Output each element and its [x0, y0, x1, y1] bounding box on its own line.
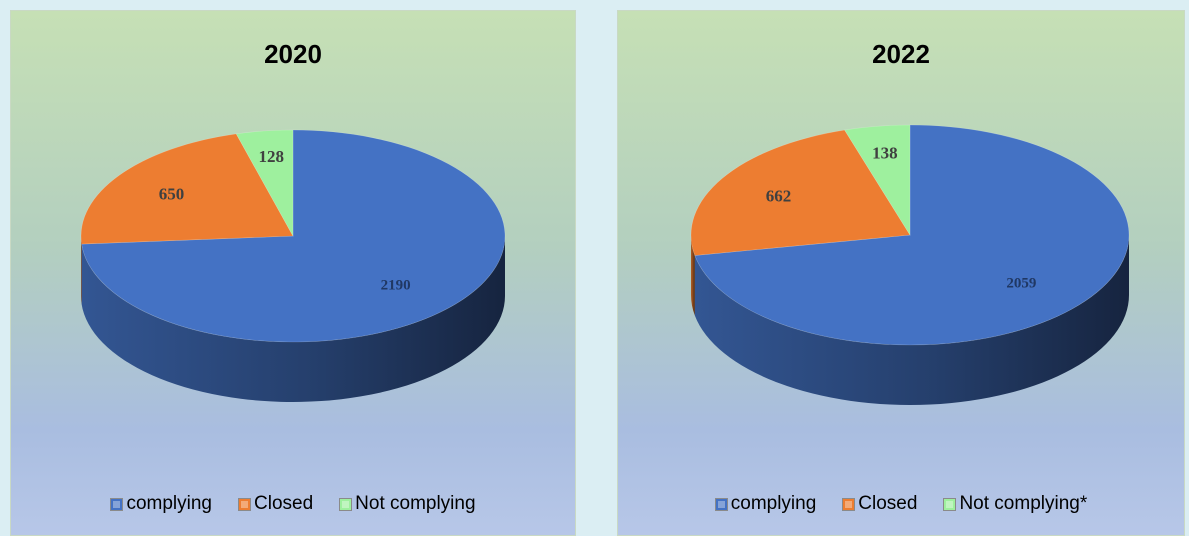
pie-side-0 [694, 235, 1129, 405]
chart-title: 2022 [872, 39, 930, 69]
data-label: 138 [872, 143, 898, 162]
legend-label: Closed [254, 493, 314, 514]
data-label: 650 [159, 184, 185, 203]
pie-slice-not-complying [235, 129, 294, 238]
legend-swatch-complying [714, 497, 728, 511]
legend-label: Closed [858, 493, 918, 514]
legend-swatch-closed [238, 497, 251, 511]
pie-side-walls [81, 236, 506, 403]
legend-swatch-complying [110, 497, 124, 511]
legend: complying Closed Not complying* [618, 493, 1184, 515]
data-label: 662 [766, 186, 792, 205]
pie-side-1 [81, 236, 82, 305]
data-label: 2059 [1006, 275, 1036, 291]
pie-side-walls [691, 235, 1129, 405]
pie-side-1 [691, 235, 695, 316]
legend-label: complying [730, 493, 817, 514]
pie-chart: 2190 650 128 [80, 129, 506, 403]
data-label: 128 [258, 147, 284, 166]
legend-item-closed: Closed [238, 493, 313, 515]
chart-title: 2020 [264, 39, 322, 69]
legend-item-not-complying: Not complying [339, 493, 476, 515]
pie-slice-complying [81, 129, 506, 343]
chart-panel-2020: 2020 2190 650 128 complying Closed Not com… [10, 10, 576, 536]
legend-item-closed: Closed [842, 493, 917, 515]
legend-item-not-complying: Not complying* [943, 493, 1087, 515]
legend-swatch-not-complying [943, 497, 957, 511]
legend-item-complying: complying [110, 493, 212, 515]
chart-panel-2022: 2022 2059 662 138 complying Closed Not com… [617, 10, 1185, 536]
legend-label: complying [126, 493, 212, 514]
pie-side-0 [81, 236, 506, 403]
data-label: 2190 [381, 278, 411, 294]
legend-swatch-closed [842, 497, 856, 511]
pie-slice-complying [694, 124, 1130, 346]
legend-swatch-not-complying [339, 497, 353, 511]
legend-label: Not complying* [959, 493, 1088, 514]
legend-item-complying: complying [714, 493, 817, 515]
pie-slice-not-complying [844, 124, 911, 237]
legend-label: Not complying [355, 493, 476, 514]
pie-slice-closed [690, 129, 911, 256]
pie-slice-closed [80, 133, 294, 245]
pie-chart: 2059 662 138 [690, 124, 1130, 405]
legend: complying Closed Not complying [11, 493, 575, 515]
